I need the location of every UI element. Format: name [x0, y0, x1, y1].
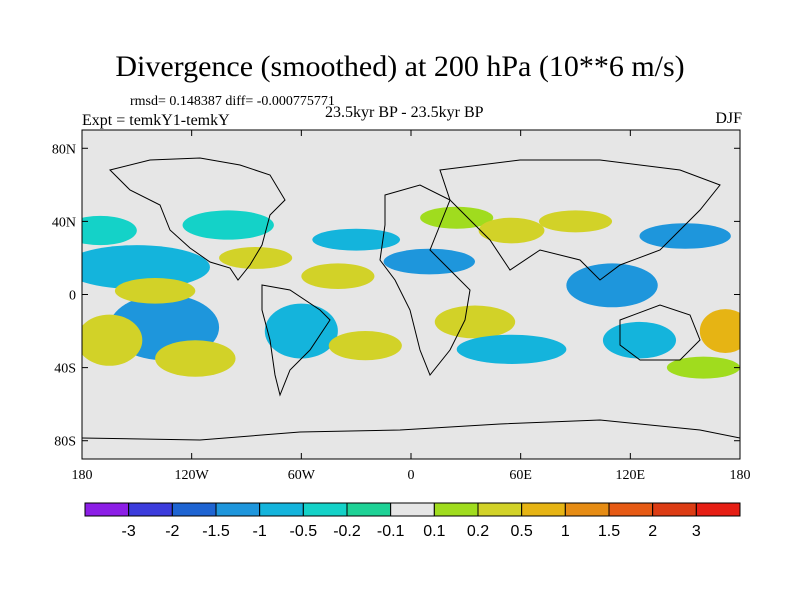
- x-tick-label: 60W: [288, 468, 316, 483]
- y-tick-label: 40S: [54, 362, 76, 377]
- colorbar-box: [695, 502, 741, 517]
- x-tick-label: 120W: [175, 468, 210, 483]
- x-tick-label: 60E: [509, 468, 532, 483]
- region-s-pacific-lower: [666, 356, 740, 379]
- y-tick-label: 0: [69, 289, 76, 304]
- colorbar-label: -1: [253, 523, 267, 540]
- colorbar-label: 0.5: [511, 523, 533, 540]
- x-tick-label: 180: [72, 468, 93, 483]
- colorbar-box: [259, 502, 304, 517]
- coast-africa-europe: [379, 184, 471, 376]
- colorbar-label: -2: [165, 523, 179, 540]
- region-med-yellow: [420, 206, 494, 229]
- colorbar-box: [128, 502, 173, 517]
- region-eq-east-pacific: [82, 245, 210, 290]
- chart-title: Divergence (smoothed) at 200 hPa (10**6 …: [115, 50, 685, 83]
- region-s-atlantic-yellow: [328, 331, 402, 361]
- colorbar-label: -3: [122, 523, 136, 540]
- coast-south-america: [261, 284, 331, 397]
- y-axis: 80N 40N 0 40S 80S: [52, 142, 740, 450]
- colorbar-box: [433, 502, 479, 517]
- colorbar-box: [390, 502, 435, 517]
- coast-australia: [619, 304, 701, 361]
- colorbar-label: -1.5: [202, 523, 230, 540]
- coast-antarctica: [82, 419, 740, 441]
- y-tick-label: 80S: [54, 435, 76, 450]
- colorbar-box: [608, 502, 654, 517]
- region-atlantic-cyan: [312, 228, 401, 251]
- coast-north-america: [109, 157, 286, 281]
- region-pacific-yellow: [114, 278, 196, 304]
- x-axis: 180 120W 60W 0 60E 120E 180: [72, 130, 751, 483]
- colorbar-label: -0.1: [377, 523, 405, 540]
- region-w-pacific-blue: [639, 223, 731, 249]
- region-south-pacific-orange-2: [155, 340, 236, 377]
- region-africa-blue: [383, 248, 475, 275]
- stats-text: rmsd= 0.148387 diff= -0.000775771: [130, 94, 335, 109]
- colorbar-label: 0.2: [467, 523, 489, 540]
- region-dateline-orange: [699, 309, 740, 353]
- region-indian-cyan: [456, 334, 567, 364]
- region-n-america-yellow: [219, 246, 293, 269]
- region-asia-orange: [538, 210, 613, 233]
- colorbar-label: -0.5: [290, 523, 318, 540]
- colorbar-label: 1.5: [598, 523, 620, 540]
- colorbar-label: 1: [561, 523, 570, 540]
- colorbar-box: [302, 502, 348, 517]
- y-tick-label: 40N: [52, 215, 76, 230]
- colorbar-box: [521, 502, 566, 517]
- colorbar-label: 0.1: [423, 523, 445, 540]
- colorbar-label: -0.2: [333, 523, 361, 540]
- season-label: DJF: [715, 110, 742, 127]
- region-australia-cyan: [602, 321, 677, 359]
- colorbar-label: 2: [648, 523, 657, 540]
- x-tick-label: 120E: [616, 468, 646, 483]
- coastlines: [82, 157, 740, 441]
- field-regions: [82, 206, 740, 379]
- x-tick-label: 0: [408, 468, 415, 483]
- period-label: 23.5kyr BP - 23.5kyr BP: [325, 104, 484, 121]
- colorbar-box: [346, 502, 392, 517]
- coast-asia: [439, 159, 721, 281]
- colorbar-box: [84, 502, 130, 517]
- colorbar-box: [215, 502, 261, 517]
- region-arabia-orange: [478, 217, 545, 244]
- colorbar-box: [652, 502, 697, 517]
- region-north-pacific-band: [82, 215, 137, 246]
- y-tick-label: 80N: [52, 142, 76, 157]
- colorbar-box: [477, 502, 523, 517]
- colorbar-label: 3: [692, 523, 701, 540]
- region-s-america-cyan: [264, 303, 338, 359]
- region-indonesia-blue: [566, 263, 658, 308]
- colorbar-box: [171, 502, 217, 517]
- colorbar: -3 -2 -1.5 -1 -0.5 -0.2 -0.1 0.1 0.2 0.5 1 1.5 2 3: [84, 502, 741, 540]
- region-s-africa-yellow: [434, 305, 516, 339]
- region-south-pacific-orange: [82, 314, 143, 366]
- x-tick-label: 180: [730, 468, 751, 483]
- experiment-label: Expt = temkY1-temkY: [82, 112, 230, 129]
- region-n-america-green: [182, 210, 274, 240]
- colorbar-box: [564, 502, 610, 517]
- region-atlantic-orange: [301, 263, 375, 290]
